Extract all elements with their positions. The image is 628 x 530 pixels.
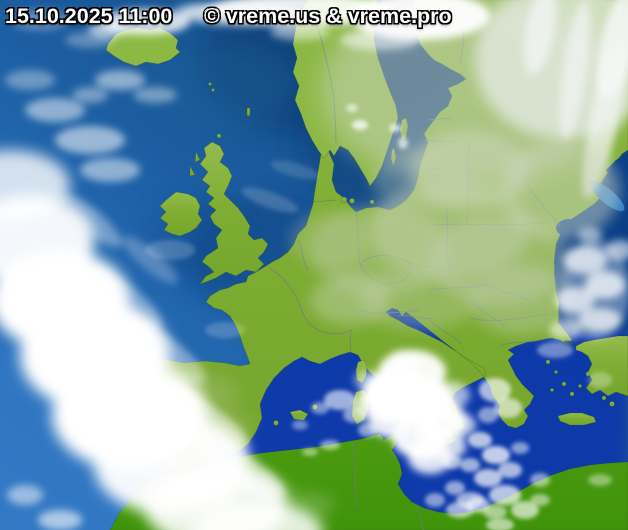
land-ireland <box>159 191 203 237</box>
haze-layer <box>160 0 628 519</box>
land-great-britain <box>199 141 269 285</box>
land-turkey <box>575 335 628 397</box>
